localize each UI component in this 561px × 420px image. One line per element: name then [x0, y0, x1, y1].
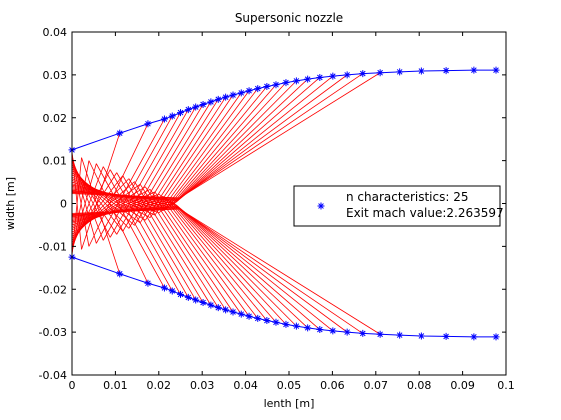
x-tick-label-9: 0.09 — [450, 379, 475, 392]
lower-wall-point-2 — [116, 270, 123, 277]
chart-title: Supersonic nozzle — [235, 11, 343, 25]
y-tick-label-8: -0.04 — [39, 369, 67, 382]
y-tick-label-2: 0.02 — [43, 112, 68, 125]
x-tick-label-1: 0.01 — [103, 379, 128, 392]
lower-wall-point-8 — [192, 296, 199, 303]
upper-wall-point-13 — [230, 92, 237, 99]
x-tick-label-6: 0.06 — [320, 379, 345, 392]
y-tick-label-1: 0.03 — [43, 69, 68, 82]
upper-wall-point-29 — [443, 67, 450, 74]
x-tick-label-2: 0.02 — [147, 379, 172, 392]
upper-wall-point-11 — [215, 96, 222, 103]
x-tick-label-10: 0.1 — [497, 379, 515, 392]
y-tick-label-6: -0.02 — [39, 283, 67, 296]
upper-wall-point-10 — [207, 98, 214, 105]
y-axis-label: width [m] — [4, 177, 17, 230]
upper-wall-point-8 — [192, 104, 199, 111]
upper-wall-point-12 — [222, 94, 229, 101]
upper-wall-point-15 — [246, 87, 253, 94]
y-tick-label-0: 0.04 — [43, 26, 68, 39]
y-tick-label-4: 0 — [60, 198, 67, 211]
x-axis-label: lenth [m] — [264, 397, 315, 410]
legend-star-marker — [318, 203, 325, 210]
x-tick-label-0: 0 — [69, 379, 76, 392]
upper-wall-point-9 — [200, 101, 207, 108]
upper-wall-point-7 — [185, 106, 192, 113]
legend-line-1: n characteristics: 25 — [346, 190, 468, 204]
legend-marker-icon — [318, 203, 325, 210]
upper-wall-point-4 — [161, 116, 168, 123]
y-tick-label-7: -0.03 — [39, 326, 67, 339]
y-tick-label-3: 0.01 — [43, 155, 68, 168]
x-tick-label-3: 0.03 — [190, 379, 215, 392]
lower-wall-point-3 — [144, 280, 151, 287]
upper-wall-point-14 — [238, 89, 245, 96]
lower-wall-point-11 — [215, 304, 222, 311]
upper-wall-point-6 — [177, 109, 184, 116]
x-tick-label-8: 0.08 — [407, 379, 432, 392]
upper-wall-point-17 — [263, 83, 270, 90]
upper-wall-point-25 — [359, 70, 366, 77]
upper-wall-point-3 — [144, 120, 151, 127]
y-tick-label-5: -0.01 — [39, 240, 67, 253]
upper-wall-point-5 — [169, 113, 176, 120]
lower-wall-point-30 — [470, 333, 477, 340]
upper-wall-point-30 — [470, 67, 477, 74]
legend-line-2: Exit mach value:2.263597 — [346, 206, 504, 220]
x-tick-label-7: 0.07 — [364, 379, 389, 392]
upper-wall-point-2 — [116, 130, 123, 137]
legend: n characteristics: 25 Exit mach value:2.… — [294, 186, 504, 226]
x-tick-label-4: 0.04 — [233, 379, 258, 392]
x-tick-label-5: 0.05 — [277, 379, 302, 392]
